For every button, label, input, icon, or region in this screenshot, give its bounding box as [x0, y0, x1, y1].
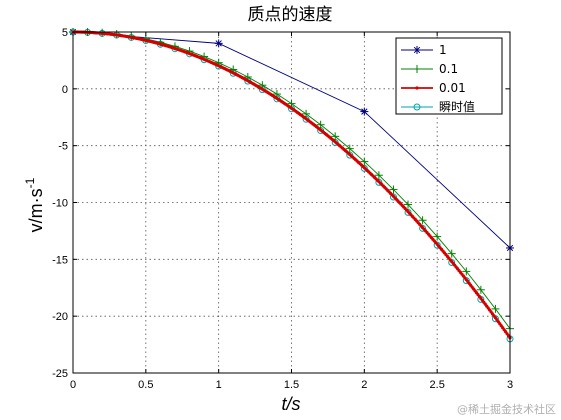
x-axis-label: t/s: [281, 394, 300, 414]
series-point: [462, 267, 471, 276]
series-point: [214, 39, 223, 48]
legend-entry: 0.01: [401, 81, 466, 95]
y-tick-label: 5: [62, 27, 68, 39]
series-point: [447, 249, 456, 258]
y-tick-label: -10: [52, 198, 68, 210]
y-tick-label: -25: [52, 368, 68, 380]
series-point: [389, 193, 397, 201]
legend-label: 1: [439, 43, 447, 57]
legend-marker: [413, 46, 421, 54]
chart-title: 质点的速度: [248, 5, 333, 25]
series-point: [302, 109, 311, 118]
y-axis-label-superscript: -1: [23, 177, 37, 188]
series-point: [360, 107, 369, 116]
watermark-text: @稀土掘金技术社区: [457, 402, 556, 416]
x-tick-label: 0: [70, 379, 76, 391]
grid: [73, 32, 510, 373]
series-point: [389, 185, 398, 194]
legend-entry: 0.1: [401, 62, 458, 76]
series-point: [404, 200, 413, 209]
series-point: [476, 285, 485, 294]
y-tick-label: -15: [52, 254, 68, 266]
legend-marker: [413, 103, 421, 111]
series-point: [375, 178, 383, 186]
series-point: [418, 216, 427, 225]
series-point: [345, 144, 354, 153]
legend-entry: 瞬时值: [401, 99, 475, 114]
y-axis-label-main: v/m·s: [26, 188, 46, 232]
y-tick-label: -5: [58, 141, 68, 153]
legend: 1 0.1 0.01 瞬时值: [395, 37, 503, 115]
x-tick-label: 2: [361, 379, 367, 391]
y-axis-label: v/m·s-1: [23, 177, 46, 232]
series-point: [287, 99, 296, 108]
series-point: [316, 120, 325, 129]
legend-entry: 1: [401, 43, 447, 57]
series-point: [360, 157, 369, 166]
x-tick-label: 0.5: [138, 379, 153, 391]
y-tick-label: -20: [52, 311, 68, 323]
y-tick-label: 0: [62, 84, 68, 96]
legend-label: 0.1: [439, 62, 458, 76]
series-point: [331, 132, 340, 141]
x-tick-label: 1: [216, 379, 222, 391]
x-tick-label: 2.5: [430, 379, 445, 391]
legend-label: 0.01: [439, 81, 466, 95]
series-point: [374, 171, 383, 180]
series-point: [491, 304, 500, 313]
legend-box: [395, 37, 503, 115]
series-0_01: [71, 30, 512, 340]
x-tick-label: 1.5: [284, 379, 299, 391]
legend-marker: [413, 65, 421, 73]
series-point: [272, 90, 281, 99]
legend-marker: [415, 86, 419, 90]
series-point: [433, 232, 442, 241]
legend-label: 瞬时值: [439, 99, 475, 114]
x-tick-label: 3: [507, 379, 513, 391]
